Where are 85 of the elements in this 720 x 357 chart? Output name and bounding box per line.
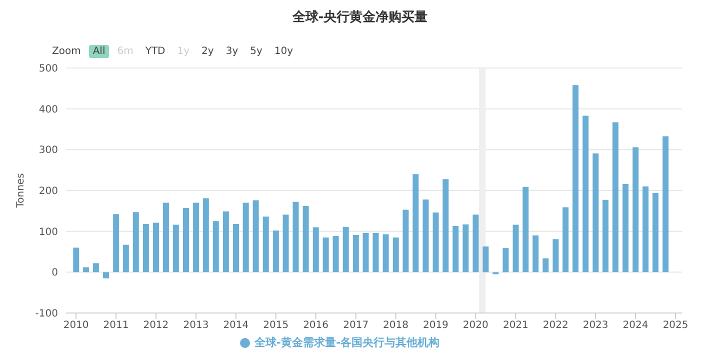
bar bbox=[212, 221, 219, 272]
bar bbox=[502, 248, 509, 272]
bar bbox=[562, 207, 569, 272]
bar bbox=[662, 136, 669, 272]
bar bbox=[182, 208, 189, 272]
y-tick-label: 100 bbox=[38, 226, 58, 238]
bar bbox=[652, 192, 658, 272]
x-tick-label: 2023 bbox=[582, 320, 608, 332]
bar bbox=[172, 224, 179, 272]
bar bbox=[382, 234, 389, 272]
bar bbox=[612, 122, 618, 272]
bar bbox=[292, 202, 299, 272]
bar bbox=[542, 258, 549, 272]
y-tick-label: 300 bbox=[38, 145, 58, 156]
bar bbox=[262, 216, 269, 272]
bar bbox=[412, 174, 419, 272]
bar bbox=[422, 199, 429, 272]
bar bbox=[153, 222, 160, 272]
bar bbox=[342, 226, 349, 272]
bar bbox=[512, 224, 519, 272]
y-tick-label: 400 bbox=[38, 104, 58, 116]
bar bbox=[162, 202, 169, 272]
y-axis-title: Tonnes bbox=[16, 173, 27, 209]
bar bbox=[592, 153, 599, 272]
x-tick-label: 2025 bbox=[662, 320, 688, 332]
x-tick-label: 2010 bbox=[63, 320, 89, 332]
chart-title: 全球-央行黄金净购买量 bbox=[291, 9, 429, 27]
x-tick-label: 2014 bbox=[223, 320, 249, 332]
x-tick-label: 2013 bbox=[183, 320, 209, 332]
bar bbox=[602, 200, 608, 272]
bar bbox=[202, 198, 209, 272]
bar bbox=[402, 210, 409, 272]
bar bbox=[362, 232, 369, 272]
y-tick-label: -100 bbox=[35, 308, 58, 320]
bar bbox=[252, 200, 259, 272]
bar bbox=[632, 147, 639, 272]
x-tick-label: 2011 bbox=[103, 320, 129, 332]
x-tick-label: 2012 bbox=[143, 320, 169, 332]
x-tick-label: 2022 bbox=[542, 320, 568, 332]
y-tick-label: 200 bbox=[38, 186, 58, 198]
y-tick-label: 0 bbox=[52, 268, 58, 279]
bar bbox=[122, 244, 129, 272]
x-tick-label: 2017 bbox=[343, 320, 369, 332]
x-tick-label: 2024 bbox=[622, 320, 648, 332]
bar bbox=[272, 230, 279, 272]
x-tick-label: 2015 bbox=[263, 320, 289, 332]
bar bbox=[282, 214, 289, 272]
x-tick-label: 2016 bbox=[303, 320, 329, 332]
bar bbox=[103, 272, 110, 278]
bar bbox=[472, 214, 479, 272]
bar bbox=[582, 116, 589, 272]
bar bbox=[532, 235, 539, 272]
bar bbox=[482, 246, 489, 272]
x-tick-label: 2019 bbox=[422, 320, 448, 332]
bar bbox=[452, 226, 459, 272]
bar bbox=[82, 267, 89, 272]
bar bbox=[132, 212, 139, 272]
bar bbox=[222, 211, 229, 272]
x-tick-label: 2018 bbox=[383, 320, 408, 332]
bar bbox=[92, 263, 99, 272]
bar bbox=[522, 186, 529, 272]
y-tick-label: 500 bbox=[38, 64, 58, 75]
bar bbox=[113, 214, 120, 272]
bar bbox=[242, 202, 249, 272]
bar bbox=[352, 235, 359, 272]
bar bbox=[193, 202, 200, 272]
bar bbox=[442, 179, 449, 272]
bar bbox=[552, 239, 559, 272]
bar bbox=[142, 224, 149, 272]
bar bbox=[73, 248, 80, 272]
bar bbox=[332, 236, 339, 272]
x-tick-label: 2020 bbox=[462, 320, 488, 332]
bar bbox=[232, 224, 239, 272]
bar bbox=[462, 224, 469, 272]
bar bbox=[642, 186, 649, 272]
bar bbox=[392, 237, 399, 272]
bar bbox=[432, 212, 439, 272]
bar bbox=[312, 227, 319, 272]
bar bbox=[572, 85, 579, 272]
bar bbox=[322, 237, 329, 272]
legend-label: 全球-黄金需求量-各国央行与其他机构 bbox=[254, 336, 440, 349]
bar bbox=[302, 206, 309, 272]
bar bbox=[622, 184, 629, 272]
x-tick-label: 2021 bbox=[502, 320, 528, 332]
bar bbox=[372, 232, 379, 272]
